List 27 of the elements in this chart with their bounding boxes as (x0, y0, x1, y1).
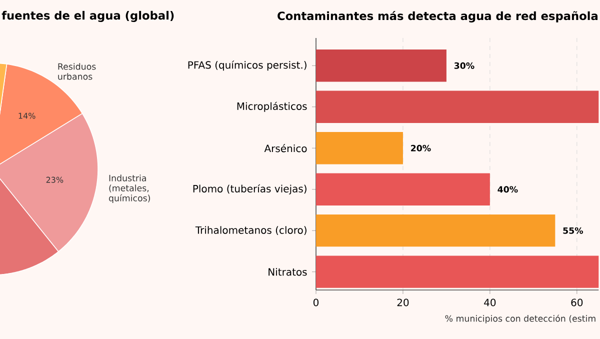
x-axis-title: % municipios con detección (estim (445, 314, 596, 324)
data-label: 23% (46, 176, 64, 183)
slice-label: Industria (metales, químicos) (108, 174, 150, 204)
data-label: 40% (498, 186, 518, 193)
bar (316, 90, 599, 123)
bar (316, 256, 599, 288)
x-tick-label: 0 (313, 298, 319, 306)
data-label: 20% (411, 144, 431, 152)
y-tick-label: PFAS (químicos persist.) (188, 60, 306, 71)
y-tick-label: Nitratos (268, 268, 307, 276)
y-tick-label: Trihalometanos (cloro) (195, 226, 306, 236)
bar (316, 214, 556, 247)
x-tick-label: 60 (571, 298, 583, 306)
y-tick-label: Arsénico (264, 144, 307, 152)
bar (316, 50, 446, 82)
data-label: 55% (563, 227, 584, 234)
chart-title: fuentes de el agua (global) (2, 10, 174, 22)
chart-title: Contaminantes más detecta agua de red española (278, 10, 598, 22)
x-tick-label: 20 (397, 298, 409, 306)
bar (316, 173, 490, 206)
bar (316, 132, 403, 164)
data-label: 30% (454, 62, 474, 69)
data-label: 14% (18, 112, 36, 119)
y-tick-label: Plomo (tuberías viejas) (193, 184, 306, 194)
slice-label: Residuos urbanos (58, 63, 96, 80)
y-tick-label: Microplásticos (237, 102, 307, 112)
x-tick-label: 40 (484, 298, 496, 306)
